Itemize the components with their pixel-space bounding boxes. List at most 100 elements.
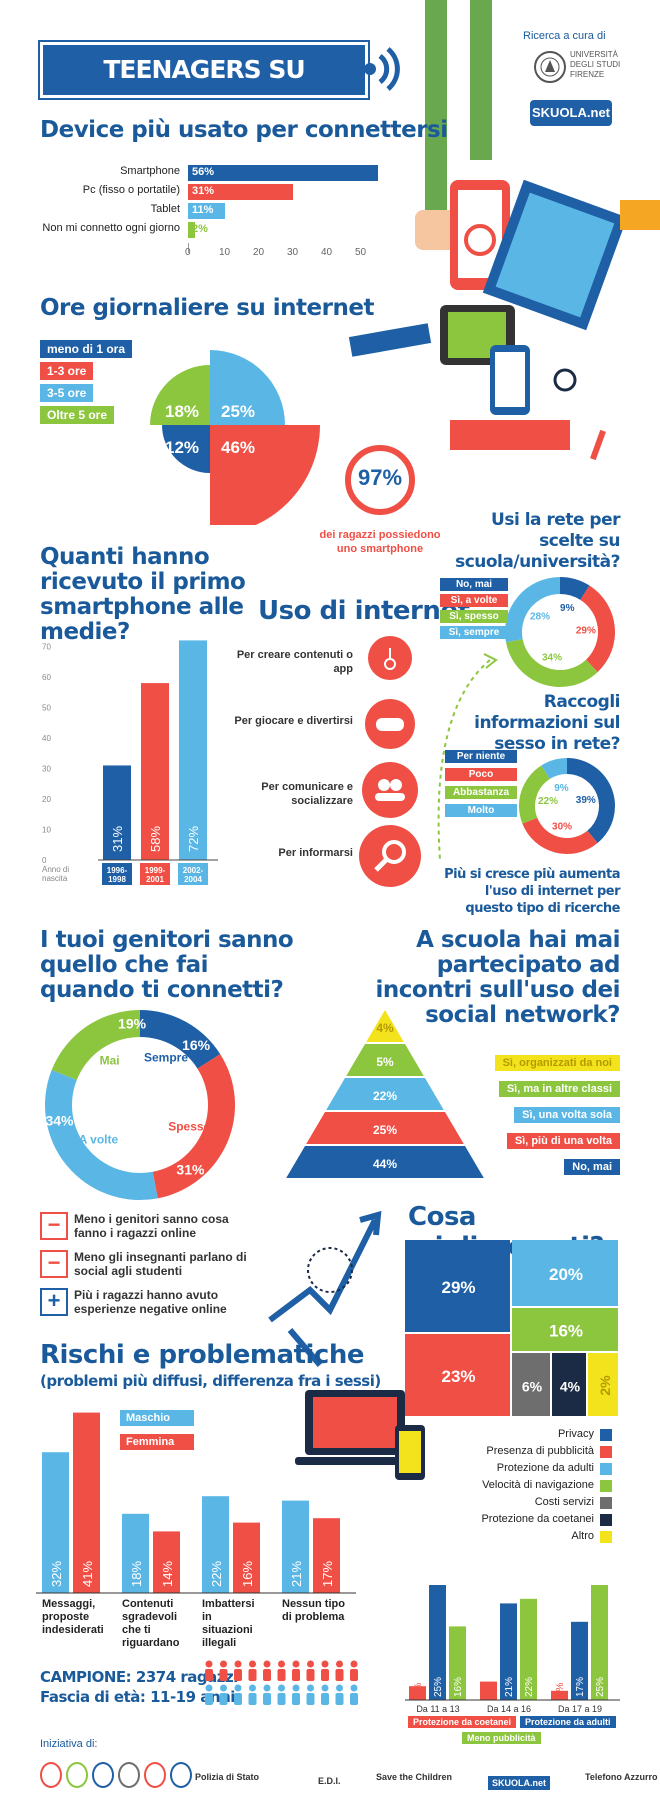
footer-logo-mark <box>118 1762 140 1788</box>
age-bar <box>571 1621 588 1700</box>
sex-legend-item: Per niente <box>445 750 517 763</box>
treemap-label: 6% <box>522 1379 543 1395</box>
wifi-icon <box>364 47 400 91</box>
risks-bar-label: 21% <box>289 1561 304 1587</box>
risks-bar <box>282 1500 309 1593</box>
pyramid-label: 4% <box>376 1021 394 1035</box>
sex-donut-chart: 39% 30% 22% 9% <box>519 758 615 854</box>
age-category-bg <box>478 1702 540 1716</box>
age-bar-label: 25% <box>433 1677 444 1697</box>
treemap-label: 2% <box>597 1375 613 1396</box>
risks-bar-label: 32% <box>49 1561 64 1587</box>
sex-legend-item: Molto <box>445 804 517 817</box>
risks-category-label: di problema <box>282 1611 345 1623</box>
age-category-bg <box>549 1702 611 1716</box>
device-tick-label: 10 <box>219 247 231 258</box>
improve-legend-swatch <box>600 1480 612 1492</box>
person-icon <box>205 1693 213 1705</box>
internet-use-title: Uso di internet <box>258 596 470 626</box>
improve-legend-swatch <box>600 1446 612 1458</box>
sample-size: CAMPIONE: 2374 ragazzi <box>40 1668 238 1686</box>
person-icon <box>321 1660 329 1668</box>
person-icon <box>277 1693 286 1705</box>
school-legend-item: No, mai <box>440 578 508 591</box>
age-bar <box>551 1690 568 1700</box>
smartphone-category-label: 1996- <box>107 866 128 875</box>
smartphone-bar <box>179 640 207 860</box>
school-legend-item: Sì, spesso <box>440 610 508 623</box>
risks-category-label: Contenuti <box>122 1598 174 1610</box>
smartphone-xlabel: Anno di <box>42 865 69 874</box>
internet-use-label: Per comunicare e socializzare <box>261 781 353 807</box>
person-icon <box>292 1684 300 1692</box>
risks-category-label: che ti <box>122 1624 151 1636</box>
internet-use-label: Per creare contenuti o app <box>236 649 353 675</box>
age-legend-item: Meno pubblicità <box>462 1732 541 1744</box>
person-icon <box>263 1693 271 1705</box>
trend-arrow-illustration <box>268 1210 382 1367</box>
pyramid-chart-title: A scuola hai mai partecipato ad incontri… <box>375 927 621 1028</box>
parents-category-label: Sempre <box>144 1051 188 1065</box>
improve-legend-swatch <box>600 1531 612 1543</box>
pyramid-label: 5% <box>376 1055 394 1069</box>
risks-chart-title: Rischi e problematiche <box>40 1340 364 1370</box>
risk-factor-text: Meno i genitori sanno cosa fanno i ragaz… <box>74 1212 229 1240</box>
age-category-bg <box>407 1702 469 1716</box>
hours-slice-label: 46% <box>221 438 255 457</box>
treemap-cell <box>588 1353 618 1416</box>
improve-legend-swatch <box>600 1463 612 1475</box>
device-tick-label: 0 <box>185 247 191 258</box>
improve-legend-label: Presenza di pubblicità <box>486 1445 594 1457</box>
hours-slice <box>162 425 210 473</box>
improve-legend-label: Protezione da coetanei <box>481 1513 594 1525</box>
research-label: Ricerca a cura di <box>523 30 606 42</box>
age-legend-item: Protezione da adulti <box>520 1716 616 1728</box>
device-tick-label: 30 <box>287 247 299 258</box>
parents-value-label: 19% <box>118 1015 147 1031</box>
smartphone-tick-label: 10 <box>42 826 51 835</box>
gamepad-icon <box>365 699 415 749</box>
person-icon <box>248 1669 257 1681</box>
people-icon <box>362 762 418 818</box>
person-icon <box>336 1684 343 1692</box>
risk-factor-text: Meno gli insegnanti parlano di social ag… <box>74 1250 247 1278</box>
donut-slice-label: 22% <box>538 796 558 807</box>
parents-category-label: A volte <box>79 1132 119 1146</box>
donut-slice <box>522 817 598 854</box>
smartphone-category-label: 2002- <box>183 866 204 875</box>
smartphone-tick-label: 50 <box>42 704 51 713</box>
person-icon <box>263 1669 271 1681</box>
risks-bar-chart: 32% 41% 18% 14% 22% 16% 21% 17% <box>36 1412 356 1594</box>
pyramid-level <box>326 1078 444 1110</box>
person-icon <box>321 1684 329 1692</box>
device-chart-title: Device più usato per connettersi <box>40 117 448 143</box>
improve-legend-label: Privacy <box>557 1428 594 1440</box>
person-icon <box>234 1660 242 1668</box>
device-bar-label: 56% <box>192 166 215 178</box>
university-seal-icon <box>534 51 566 83</box>
age-bar-label: 17% <box>575 1677 586 1697</box>
device-bar-label: 31% <box>192 185 215 197</box>
title-banner: TEENAGERS SU INTERNET <box>38 40 370 134</box>
person-icon <box>350 1684 358 1692</box>
risks-bar <box>122 1513 149 1593</box>
donut-slice <box>505 639 598 687</box>
person-icon <box>335 1693 344 1705</box>
pyramid-label: 22% <box>373 1089 397 1103</box>
age-bar <box>449 1626 466 1700</box>
person-icon <box>292 1660 300 1668</box>
risks-bar <box>202 1496 229 1593</box>
smartphone-tick-label: 40 <box>42 734 51 743</box>
people-pictogram <box>205 1660 358 1705</box>
improve-legend-swatch <box>600 1497 612 1509</box>
donut-slice-label: 29% <box>576 626 596 637</box>
age-category-label: Da 11 a 13 <box>416 1704 459 1714</box>
treemap-cell <box>552 1353 586 1416</box>
treemap-cell <box>512 1240 618 1306</box>
risks-category-label: Messaggi, <box>42 1598 96 1610</box>
footer-logo-text: Telefono Azzurro <box>585 1772 658 1782</box>
smartphone-tick-label: 20 <box>42 795 51 804</box>
device-category-label: Non mi connetto ogni giorno <box>42 222 180 234</box>
age-category-label: Da 14 a 16 <box>487 1704 531 1714</box>
smartphone-category-bg <box>102 863 132 885</box>
